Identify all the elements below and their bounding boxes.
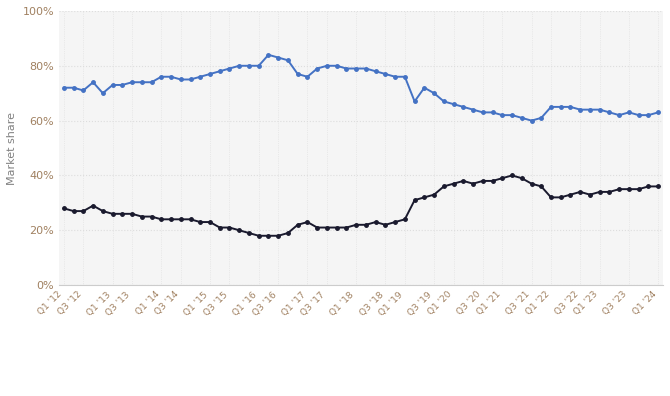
Intel [109,83,117,88]
Intel [60,85,68,90]
Intel [177,77,185,82]
AMD [60,206,68,211]
AMD [362,223,370,227]
AMD [596,190,604,194]
AMD [654,184,662,189]
AMD [508,173,516,178]
AMD [216,225,224,230]
Intel [362,66,370,71]
Intel [430,91,438,95]
AMD [109,211,117,216]
Intel [654,110,662,115]
AMD [255,233,263,238]
Intel [596,107,604,112]
AMD [430,192,438,197]
Line: Intel: Intel [62,53,660,122]
Intel [216,69,224,74]
Line: AMD: AMD [62,174,660,238]
Intel [527,118,535,123]
AMD [177,217,185,222]
Y-axis label: Market share: Market share [7,112,17,185]
Intel [265,52,273,57]
